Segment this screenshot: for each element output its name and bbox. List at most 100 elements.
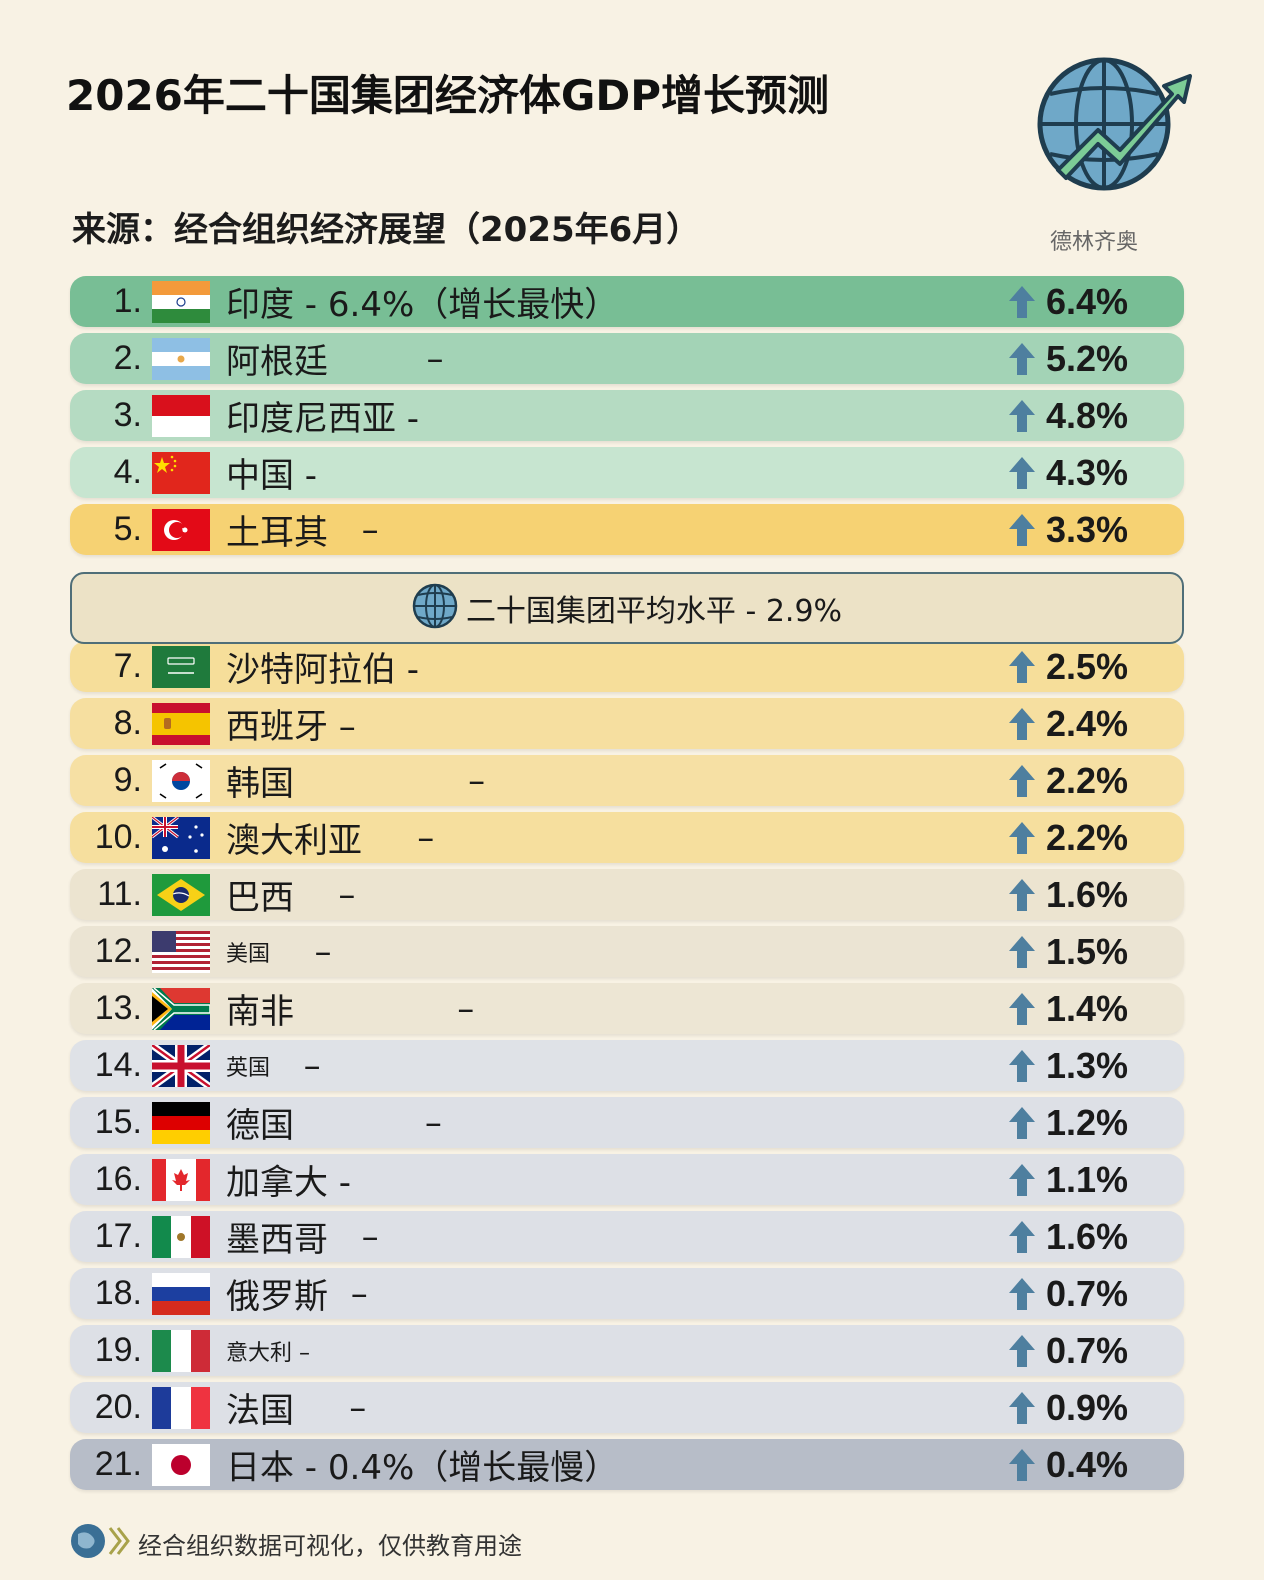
footer-text: 经合组织数据可视化，仅供教育用途 [138, 1531, 522, 1560]
table-row: 16. 加拿大 - 1.1% [70, 1154, 1184, 1205]
arrow-up-icon [1008, 513, 1036, 547]
country-name: 南非 [226, 992, 294, 1032]
separator-dash: – [282, 1045, 321, 1086]
separator-dash: – [374, 817, 435, 858]
rank-number: 7. [113, 647, 142, 685]
rank-number: 17. [94, 1217, 142, 1255]
growth-value: 1.4% [1008, 983, 1128, 1034]
country-name: 韩国 [226, 764, 294, 804]
india-flag-icon [152, 280, 210, 323]
table-row: 4. 中国 - 4.3% [70, 447, 1184, 498]
table-row: 3. 印度尼西亚 - 4.8% [70, 390, 1184, 441]
arrow-up-icon [1008, 1391, 1036, 1425]
country-name: 巴西 [226, 878, 294, 918]
arrow-up-icon [1008, 342, 1036, 376]
uk-flag-icon [152, 1044, 210, 1087]
separator-dash: – [282, 931, 332, 972]
growth-value: 2.2% [1008, 755, 1128, 806]
growth-value: 5.2% [1008, 333, 1128, 384]
separator-dash: – [340, 1216, 379, 1257]
growth-value: 0.4% [1008, 1439, 1128, 1490]
growth-value: 2.2% [1008, 812, 1128, 863]
country-name: 德国 [226, 1106, 294, 1146]
growth-percent: 1.6% [1045, 1215, 1128, 1257]
globe-growth-arrow-icon [1036, 54, 1196, 194]
country-name: 西班牙 – [226, 707, 356, 747]
mexico-flag-icon [152, 1215, 210, 1258]
arrow-up-icon [1008, 399, 1036, 433]
arrow-up-icon [1008, 285, 1036, 319]
table-row: 13. 南非 – 1.4% [70, 983, 1184, 1034]
growth-percent: 0.7% [1045, 1272, 1128, 1314]
arrow-up-icon [1008, 1049, 1036, 1083]
rank-number: 9. [113, 761, 142, 799]
arrow-up-icon [1008, 1220, 1036, 1254]
rank-number: 8. [113, 704, 142, 742]
country-name: 美国 [226, 941, 271, 967]
arrow-up-icon [1008, 650, 1036, 684]
country-name: 印度 - 6.4%（增长最快） [226, 285, 619, 325]
table-row: 18. 俄罗斯 – 0.7% [70, 1268, 1184, 1319]
country-name: 澳大利亚 [226, 821, 362, 861]
growth-percent: 1.1% [1045, 1158, 1128, 1200]
growth-percent: 3.3% [1045, 508, 1128, 550]
growth-percent: 1.5% [1045, 930, 1128, 972]
rank-number: 5. [113, 510, 142, 548]
globe-icon [412, 583, 458, 633]
arrow-up-icon [1008, 878, 1036, 912]
table-row: 19. 意大利 – 0.7% [70, 1325, 1184, 1376]
growth-value: 1.6% [1008, 1211, 1128, 1262]
country-name: 日本 - 0.4%（增长最慢） [226, 1448, 619, 1488]
table-row: 17. 墨西哥 – 1.6% [70, 1211, 1184, 1262]
indonesia-flag-icon [152, 394, 210, 437]
arrow-up-icon [1008, 1277, 1036, 1311]
growth-percent: 1.6% [1045, 873, 1128, 915]
table-row: 1. 印度 - 6.4%（增长最快） 6.4% [70, 276, 1184, 327]
country-name: 阿根廷 [226, 342, 328, 382]
france-flag-icon [152, 1386, 210, 1429]
russia-flag-icon [152, 1272, 210, 1315]
growth-value: 0.7% [1008, 1325, 1128, 1376]
growth-value: 0.7% [1008, 1268, 1128, 1319]
growth-percent: 1.2% [1045, 1101, 1128, 1143]
south-africa-flag-icon [152, 987, 210, 1030]
oecd-globe-icon [70, 1522, 132, 1564]
growth-percent: 2.2% [1045, 759, 1128, 801]
arrow-up-icon [1008, 821, 1036, 855]
arrow-up-icon [1008, 992, 1036, 1026]
country-name: 加拿大 - [226, 1163, 352, 1203]
rank-number: 21. [94, 1445, 142, 1483]
growth-value: 2.4% [1008, 698, 1128, 749]
growth-percent: 4.8% [1045, 394, 1128, 436]
arrow-up-icon [1008, 1334, 1036, 1368]
separator-dash: – [340, 509, 379, 550]
argentina-flag-icon [152, 337, 210, 380]
germany-flag-icon [152, 1101, 210, 1144]
separator-dash: – [340, 1273, 368, 1314]
table-row: 10. 澳大利亚 – 2.2% [70, 812, 1184, 863]
arrow-up-icon [1008, 1106, 1036, 1140]
table-row: 21. 日本 - 0.4%（增长最慢） 0.4% [70, 1439, 1184, 1490]
arrow-up-icon [1008, 456, 1036, 490]
table-row: 8. 西班牙 – 2.4% [70, 698, 1184, 749]
rank-number: 19. [94, 1331, 142, 1369]
table-row: 20. 法国 – 0.9% [70, 1382, 1184, 1433]
growth-percent: 2.4% [1045, 702, 1128, 744]
rank-number: 20. [94, 1388, 142, 1426]
country-name: 墨西哥 [226, 1220, 328, 1260]
country-name: 中国 - [226, 456, 318, 496]
growth-value: 1.6% [1008, 869, 1128, 920]
rank-number: 1. [113, 282, 142, 320]
growth-percent: 0.9% [1045, 1386, 1128, 1428]
growth-value: 1.1% [1008, 1154, 1128, 1205]
separator-dash: – [306, 1102, 442, 1143]
g20-average-banner: 二十国集团平均水平 - 2.9% [70, 572, 1184, 644]
country-name: 俄罗斯 [226, 1277, 328, 1317]
rank-number: 11. [97, 875, 142, 913]
arrow-up-icon [1008, 935, 1036, 969]
growth-percent: 1.3% [1045, 1044, 1128, 1086]
footer: 经合组织数据可视化，仅供教育用途 [70, 1522, 522, 1564]
growth-percent: 0.7% [1045, 1329, 1128, 1371]
rank-number: 3. [113, 396, 142, 434]
growth-percent: 2.2% [1045, 816, 1128, 858]
